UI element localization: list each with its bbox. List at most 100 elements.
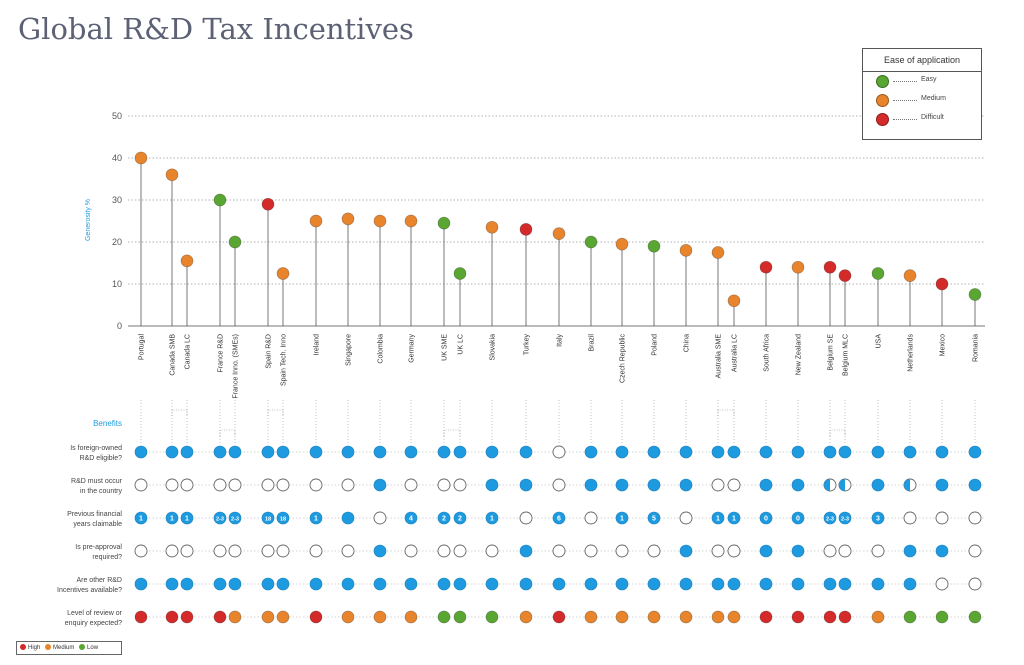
empty-circle-icon bbox=[276, 544, 290, 558]
level-dot-icon bbox=[79, 644, 86, 651]
empty-circle-icon bbox=[228, 544, 242, 558]
lollipop-point bbox=[437, 216, 451, 230]
empty-circle-icon bbox=[134, 544, 148, 558]
category-label: Brazil bbox=[589, 334, 596, 352]
filled-circle-icon bbox=[519, 577, 533, 591]
legend-item-difficult: Difficult bbox=[863, 110, 981, 129]
lollipop-point bbox=[453, 267, 467, 280]
level-dot-icon bbox=[20, 644, 26, 651]
category-label: Singapore bbox=[346, 334, 353, 366]
filled-circle-icon bbox=[373, 478, 387, 492]
empty-circle-icon bbox=[261, 544, 275, 558]
category-label: Netherlands bbox=[908, 334, 915, 372]
lollipop-point bbox=[759, 260, 773, 274]
lollipop-point bbox=[968, 288, 982, 301]
level-dot-icon bbox=[228, 610, 242, 624]
filled-circle-icon bbox=[711, 577, 725, 591]
filled-circle-icon bbox=[134, 511, 148, 525]
filled-circle-icon bbox=[165, 577, 179, 591]
group-bracket bbox=[829, 429, 846, 436]
empty-circle-icon bbox=[180, 478, 194, 492]
level-dot-icon bbox=[615, 610, 629, 624]
category-label: Italy bbox=[557, 334, 564, 347]
filled-circle-icon bbox=[838, 577, 852, 591]
filled-circle-icon bbox=[759, 478, 773, 492]
filled-circle-icon bbox=[615, 511, 629, 525]
filled-circle-icon bbox=[727, 511, 741, 525]
legend-label: Difficult bbox=[921, 114, 944, 121]
lollipop-point bbox=[485, 220, 499, 234]
y-tick-label: 10 bbox=[112, 279, 122, 289]
filled-circle-icon bbox=[759, 544, 773, 558]
level-dot-icon bbox=[165, 610, 179, 624]
filled-circle-icon bbox=[838, 511, 852, 525]
category-label: Australia LC bbox=[732, 334, 739, 372]
empty-circle-icon bbox=[552, 445, 566, 459]
benefit-label: in the country bbox=[80, 488, 123, 495]
category-label: Turkey bbox=[524, 334, 531, 356]
filled-circle-icon bbox=[404, 577, 418, 591]
level-legend-item-medium: Medium bbox=[45, 642, 74, 654]
category-label: Canada SMB bbox=[170, 334, 177, 376]
filled-circle-icon bbox=[134, 577, 148, 591]
years-value: 1 bbox=[716, 516, 720, 523]
filled-circle-icon bbox=[791, 544, 805, 558]
category-label: Spain R&D bbox=[266, 334, 273, 369]
level-dot-icon bbox=[791, 610, 805, 624]
empty-circle-icon bbox=[838, 544, 852, 558]
years-value: 1 bbox=[732, 516, 736, 523]
years-value: 4 bbox=[409, 516, 413, 523]
empty-circle-icon bbox=[341, 478, 355, 492]
filled-circle-icon bbox=[584, 445, 598, 459]
group-bracket bbox=[219, 429, 236, 436]
empty-circle-icon bbox=[711, 478, 725, 492]
empty-circle-icon bbox=[453, 478, 467, 492]
filled-circle-icon bbox=[437, 577, 451, 591]
lollipop-point bbox=[871, 267, 885, 280]
years-value: 2-3 bbox=[841, 517, 849, 523]
review-level-legend: High Medium Low bbox=[16, 641, 122, 655]
lollipop-point bbox=[341, 212, 355, 226]
filled-circle-icon bbox=[711, 511, 725, 525]
half-fill bbox=[824, 479, 830, 491]
lollipop-point bbox=[552, 227, 566, 240]
legend-item-easy: Easy bbox=[863, 72, 981, 91]
filled-circle-icon bbox=[453, 511, 467, 525]
group-bracket bbox=[717, 409, 735, 416]
empty-circle-icon bbox=[453, 544, 467, 558]
level-dot-icon bbox=[552, 610, 566, 624]
filled-circle-icon bbox=[519, 478, 533, 492]
empty-circle-icon bbox=[276, 478, 290, 492]
level-dot-icon bbox=[647, 610, 661, 624]
filled-circle-icon bbox=[584, 478, 598, 492]
filled-circle-icon bbox=[261, 511, 275, 525]
empty-circle-icon bbox=[584, 511, 598, 525]
empty-circle-icon bbox=[180, 544, 194, 558]
years-value: 0 bbox=[764, 516, 768, 523]
filled-circle-icon bbox=[823, 445, 837, 459]
empty-circle-icon bbox=[871, 544, 885, 558]
filled-circle-icon bbox=[309, 511, 323, 525]
years-value: 1 bbox=[620, 516, 624, 523]
category-label: South Africa bbox=[764, 334, 771, 372]
filled-circle-icon bbox=[759, 445, 773, 459]
empty-circle-icon bbox=[552, 478, 566, 492]
filled-circle-icon bbox=[228, 445, 242, 459]
category-label: Romania bbox=[973, 334, 980, 362]
years-value: 3 bbox=[876, 516, 880, 523]
level-legend-label: High bbox=[28, 645, 41, 651]
filled-circle-icon bbox=[309, 445, 323, 459]
filled-circle-icon bbox=[679, 577, 693, 591]
half-fill bbox=[839, 479, 845, 491]
filled-circle-icon bbox=[261, 577, 275, 591]
empty-circle-icon bbox=[309, 544, 323, 558]
filled-circle-icon bbox=[404, 511, 418, 525]
category-label: UK LC bbox=[458, 334, 465, 355]
filled-circle-icon bbox=[180, 445, 194, 459]
filled-circle-icon bbox=[968, 478, 982, 492]
group-bracket bbox=[171, 409, 188, 416]
years-value: 2-3 bbox=[216, 517, 224, 523]
filled-circle-icon bbox=[373, 445, 387, 459]
years-value: 0 bbox=[796, 516, 800, 523]
